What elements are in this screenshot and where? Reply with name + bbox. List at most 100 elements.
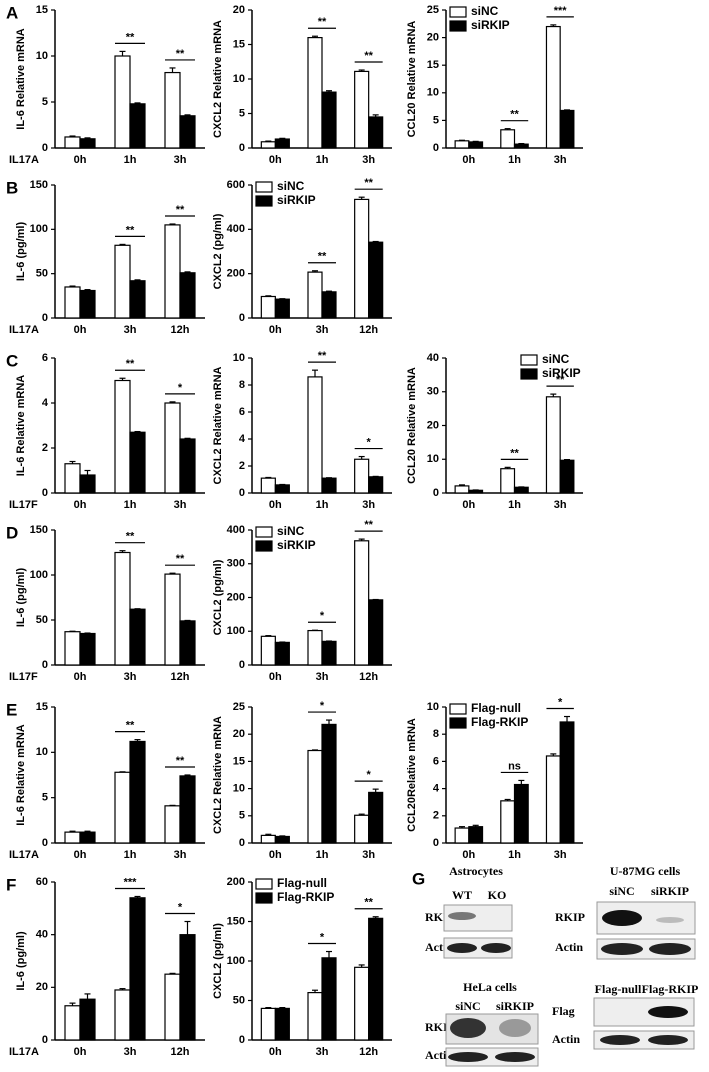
bar — [260, 635, 276, 666]
x-tick-label: 1h — [316, 499, 329, 511]
bar — [260, 141, 276, 149]
y-tick-label: 20 — [427, 32, 439, 44]
bar — [354, 814, 370, 844]
band — [450, 1018, 486, 1038]
significance-label: ** — [510, 447, 519, 459]
y-tick-label: 150 — [30, 524, 48, 536]
x-axis-label: IL17A — [9, 1046, 39, 1058]
lane-label: KO — [488, 888, 507, 902]
y-tick-label: 10 — [36, 746, 48, 758]
y-tick-label: 2 — [433, 810, 439, 822]
x-axis-label: IL17A — [9, 324, 39, 336]
x-tick-label: 0h — [74, 154, 87, 166]
significance-label: * — [367, 436, 372, 448]
band — [649, 943, 691, 955]
bar — [545, 396, 561, 494]
bar — [354, 540, 370, 666]
legend-swatch — [449, 20, 467, 32]
row-label: Actin — [555, 940, 583, 954]
legend-label: siNC — [277, 179, 305, 193]
bar — [545, 755, 561, 844]
x-tick-label: 3h — [174, 154, 187, 166]
significance-label: ** — [176, 48, 185, 60]
legend-label: siNC — [471, 4, 499, 18]
bar — [368, 241, 384, 319]
x-axis-label: IL17A — [9, 154, 39, 166]
bar — [164, 973, 181, 1041]
panel-letter: D — [6, 523, 18, 542]
bar — [260, 477, 276, 494]
y-tick-label: 10 — [233, 783, 245, 795]
bar — [559, 109, 575, 149]
x-tick-label: 3h — [554, 154, 567, 166]
y-tick-label: 400 — [227, 524, 245, 536]
y-tick-label: 0 — [42, 487, 48, 499]
x-tick-label: 0h — [269, 671, 282, 683]
significance-label: * — [178, 901, 183, 913]
y-tick-label: 5 — [239, 810, 245, 822]
y-tick-label: 50 — [36, 268, 48, 280]
bar — [321, 723, 337, 844]
y-tick-label: 0 — [42, 659, 48, 671]
legend-swatch — [255, 526, 273, 538]
y-tick-label: 0 — [239, 142, 245, 154]
x-tick-label: 0h — [74, 499, 87, 511]
bar — [274, 1007, 290, 1041]
x-tick-label: 0h — [462, 499, 475, 511]
bar — [79, 289, 96, 319]
bar — [79, 138, 96, 149]
y-axis-label: IL-6 (pg/ml) — [15, 568, 27, 628]
y-tick-label: 60 — [36, 876, 48, 888]
significance-label: ** — [126, 720, 135, 732]
panel-letter: F — [6, 875, 16, 894]
y-axis-label: IL-6 (pg/ml) — [15, 222, 27, 282]
lane-label: Flag-null — [595, 982, 642, 996]
bar — [114, 379, 131, 494]
y-tick-label: 8 — [239, 379, 245, 391]
bar — [354, 458, 370, 494]
y-tick-label: 10 — [36, 50, 48, 62]
bar — [321, 640, 337, 666]
y-tick-label: 15 — [36, 701, 48, 713]
bar — [114, 551, 131, 666]
bar — [368, 599, 384, 666]
y-tick-label: 30 — [427, 386, 439, 398]
bar — [114, 989, 131, 1041]
y-tick-label: 4 — [239, 433, 246, 445]
bar — [500, 129, 516, 149]
y-tick-label: 5 — [42, 792, 48, 804]
band — [648, 1035, 688, 1045]
bar — [274, 641, 290, 666]
y-axis-label: CXCL2 (pg/ml) — [212, 923, 224, 999]
bar — [129, 608, 146, 666]
legend-swatch — [520, 354, 538, 366]
significance-label: ** — [364, 897, 373, 909]
y-tick-label: 200 — [227, 591, 245, 603]
y-tick-label: 2 — [239, 460, 245, 472]
bar — [321, 291, 337, 319]
bar — [321, 91, 337, 149]
y-axis-label: CCL20 Relative mRNA — [406, 21, 418, 138]
bar — [164, 805, 181, 844]
y-tick-label: 10 — [233, 352, 245, 364]
y-tick-label: 0 — [42, 142, 48, 154]
x-tick-label: 3h — [174, 499, 187, 511]
legend-swatch — [449, 6, 467, 18]
bar — [321, 477, 337, 494]
y-tick-label: 15 — [233, 38, 245, 50]
x-tick-label: 3h — [554, 499, 567, 511]
y-tick-label: 5 — [239, 107, 245, 119]
bar — [260, 295, 276, 319]
lane-label: siNC — [455, 999, 480, 1013]
bar — [454, 140, 470, 149]
band — [648, 1006, 688, 1018]
significance-label: ** — [126, 224, 135, 236]
lane-label: WT — [452, 888, 472, 902]
x-tick-label: 3h — [316, 671, 329, 683]
band — [447, 943, 477, 953]
significance-label: ** — [556, 374, 565, 386]
lane-label: siRKIP — [651, 884, 689, 898]
bar — [368, 917, 384, 1041]
bar — [79, 474, 96, 494]
